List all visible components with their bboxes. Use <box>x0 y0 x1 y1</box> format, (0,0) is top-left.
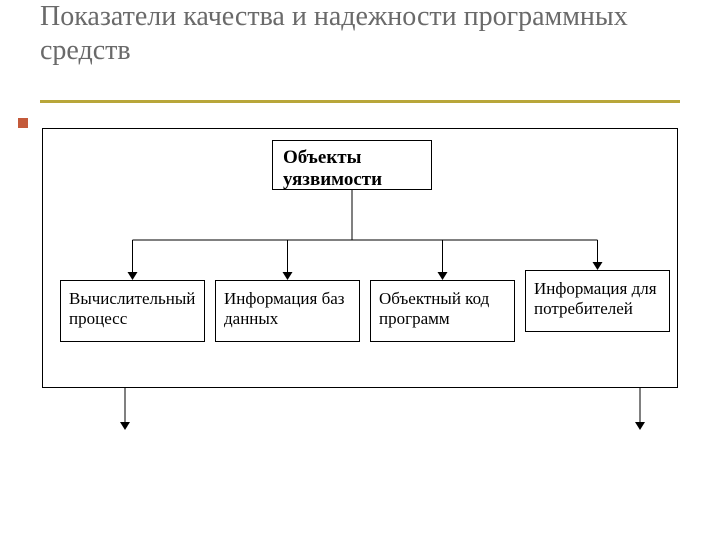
leaf-node-label: Информация для потребителей <box>534 279 657 318</box>
leaf-node-label: Информация баз данных <box>224 289 345 328</box>
leaf-node-label: Объектный код программ <box>379 289 489 328</box>
page-title: Показатели качества и надежности програм… <box>40 0 680 67</box>
leaf-node-1: Информация баз данных <box>215 280 360 342</box>
leaf-node-0: Вычислительный процесс <box>60 280 205 342</box>
leaf-node-2: Объектный код программ <box>370 280 515 342</box>
leaf-node-label: Вычислительный процесс <box>69 289 195 328</box>
root-node: Объекты уязвимости <box>272 140 432 190</box>
horizontal-rule <box>40 100 680 103</box>
bullet-icon <box>18 118 28 128</box>
leaf-node-3: Информация для потребителей <box>525 270 670 332</box>
root-node-label: Объекты уязвимости <box>283 147 382 190</box>
